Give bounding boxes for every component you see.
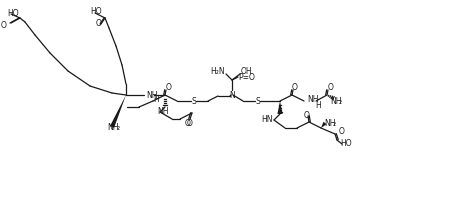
Text: O: O bbox=[166, 83, 172, 92]
Text: HO: HO bbox=[90, 8, 101, 17]
Text: O: O bbox=[187, 120, 193, 129]
Text: OH: OH bbox=[241, 67, 253, 76]
Text: ₂: ₂ bbox=[333, 120, 336, 129]
Text: S: S bbox=[256, 97, 260, 105]
Polygon shape bbox=[321, 122, 326, 128]
Text: H: H bbox=[153, 96, 159, 104]
Text: O: O bbox=[304, 110, 310, 120]
Text: H: H bbox=[315, 101, 321, 110]
Text: O: O bbox=[328, 84, 334, 93]
Text: P=O: P=O bbox=[238, 72, 255, 82]
Text: S: S bbox=[192, 97, 196, 105]
Polygon shape bbox=[110, 95, 126, 128]
Text: NH: NH bbox=[307, 96, 319, 104]
Text: NH: NH bbox=[157, 107, 169, 116]
Text: O: O bbox=[1, 21, 7, 30]
Text: NH: NH bbox=[330, 97, 342, 105]
Text: O: O bbox=[339, 127, 345, 136]
Text: ₂: ₂ bbox=[339, 97, 342, 105]
Text: HO: HO bbox=[340, 139, 351, 147]
Text: O: O bbox=[292, 83, 298, 92]
Text: O: O bbox=[96, 19, 102, 27]
Text: HN: HN bbox=[262, 115, 273, 125]
Text: H₂N: H₂N bbox=[210, 67, 225, 76]
Text: O: O bbox=[185, 120, 191, 129]
Text: NH: NH bbox=[146, 91, 157, 100]
Text: NH: NH bbox=[107, 123, 119, 132]
Text: ₂: ₂ bbox=[117, 123, 120, 132]
Text: HO: HO bbox=[7, 10, 19, 19]
Text: N: N bbox=[229, 91, 235, 100]
Text: NH: NH bbox=[324, 120, 336, 129]
Polygon shape bbox=[277, 101, 282, 114]
